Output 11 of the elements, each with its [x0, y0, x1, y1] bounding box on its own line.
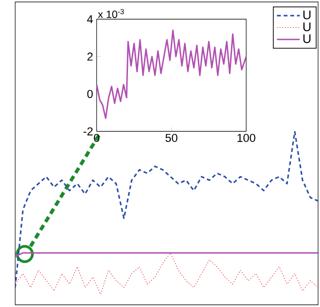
y-tick-label: -2: [84, 127, 93, 136]
legend-label: U: [303, 10, 310, 20]
y-tick-label: 4: [87, 15, 93, 24]
y-tick-label: 0: [87, 90, 93, 98]
x-tick-label: 50: [166, 134, 178, 142]
text: x 10$^{-3}$: [98, 9, 124, 18]
legend-label: U: [303, 22, 310, 32]
legend-label: U: [303, 34, 310, 44]
x-tick-label: 100: [238, 134, 256, 142]
y-tick-label: 2: [87, 52, 93, 61]
line-series: [96, 30, 246, 120]
